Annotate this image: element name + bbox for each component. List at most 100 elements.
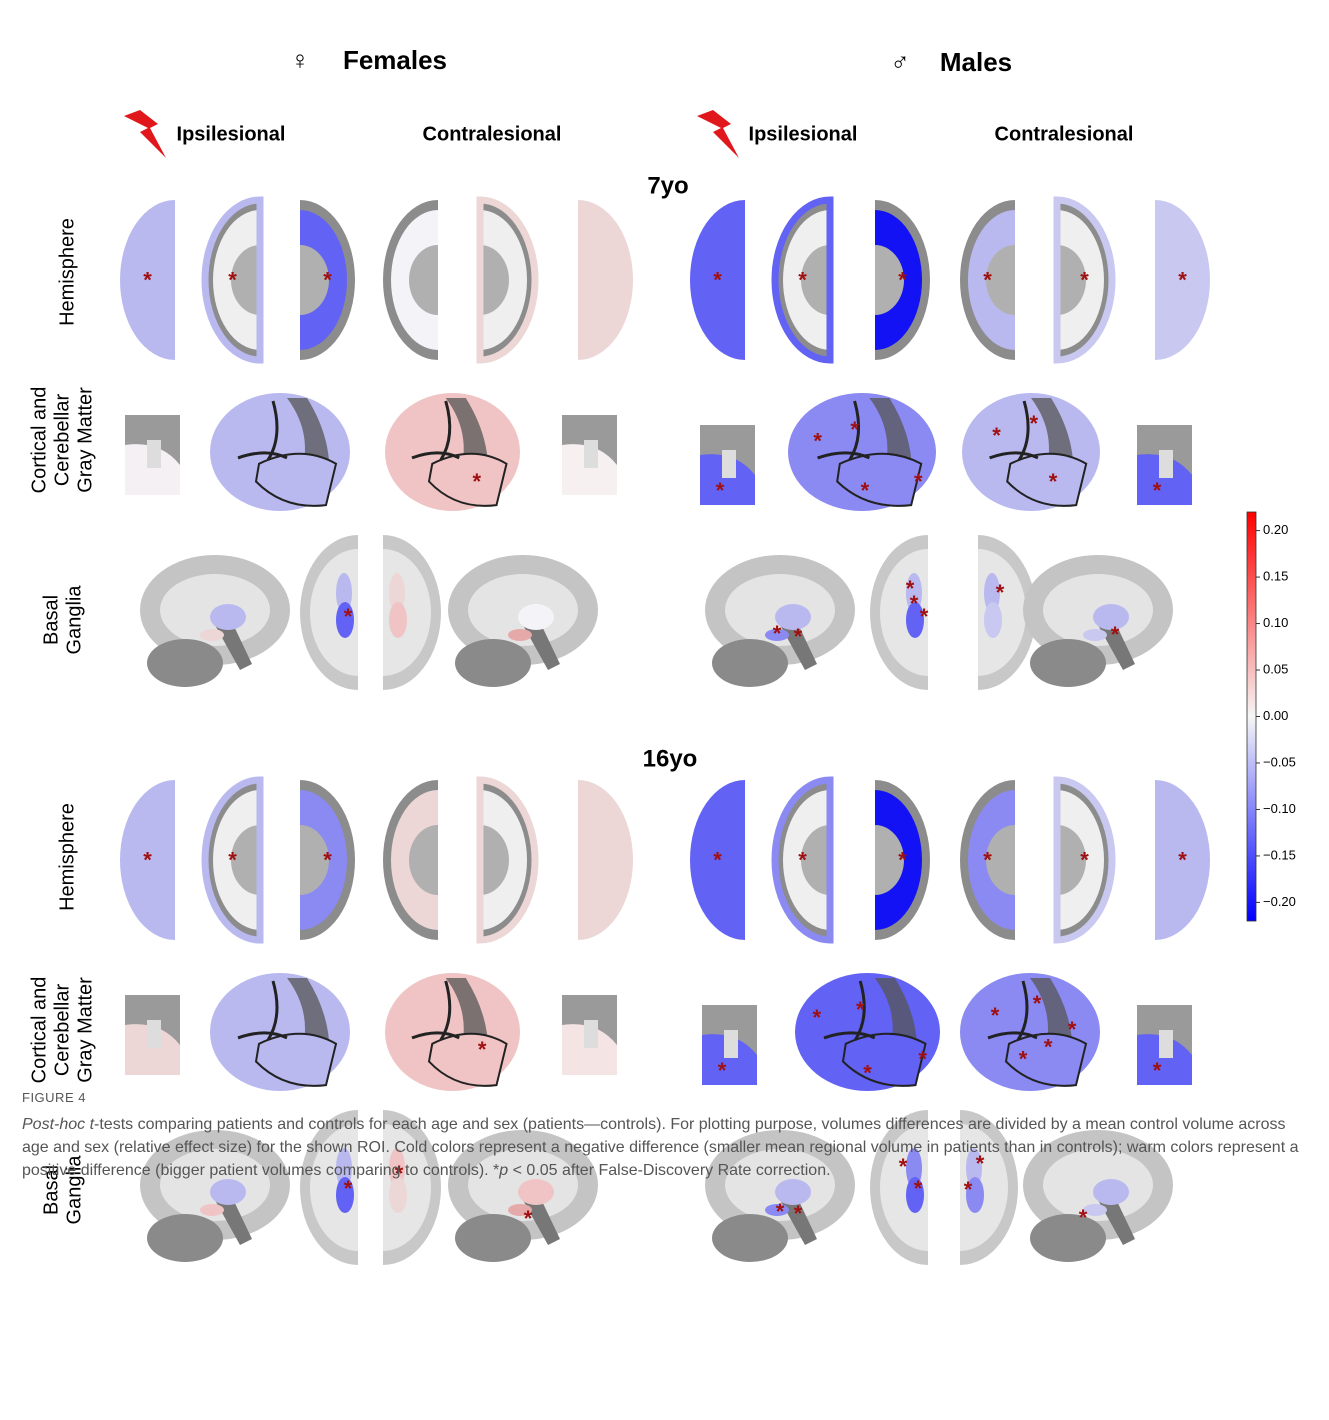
significance-marker: * bbox=[228, 268, 237, 293]
colorbar-tick-label: −0.15 bbox=[1263, 847, 1296, 862]
deep-structure bbox=[986, 825, 1015, 895]
putamen bbox=[389, 1177, 407, 1213]
sulcus bbox=[823, 980, 876, 1041]
significance-marker: * bbox=[1019, 1046, 1028, 1071]
sulcus bbox=[411, 400, 460, 461]
deep-structure bbox=[409, 245, 438, 315]
significance-marker: * bbox=[473, 469, 482, 494]
striatum bbox=[1083, 629, 1107, 641]
lesion-icon bbox=[124, 110, 166, 158]
temporal-lobe bbox=[836, 452, 923, 507]
significance-marker: * bbox=[143, 848, 152, 873]
significance-marker: * bbox=[918, 1046, 927, 1071]
deep-structure bbox=[801, 825, 830, 895]
significance-marker: * bbox=[716, 478, 725, 503]
deep-structure bbox=[801, 245, 830, 315]
row-label: Hemisphere bbox=[56, 803, 78, 911]
significance-marker: * bbox=[1079, 1205, 1088, 1230]
deep-structure bbox=[480, 825, 509, 895]
colorbar-tick-label: −0.20 bbox=[1263, 894, 1296, 909]
deep-structure bbox=[409, 825, 438, 895]
significance-marker: * bbox=[1080, 268, 1089, 293]
deep-structure bbox=[1057, 825, 1086, 895]
caudate bbox=[966, 1148, 982, 1188]
significance-marker: * bbox=[976, 1151, 985, 1176]
gray-matter bbox=[201, 776, 264, 944]
colorbar bbox=[1246, 511, 1257, 922]
significance-marker: * bbox=[812, 1005, 821, 1030]
putamen bbox=[336, 1177, 354, 1213]
cerebellum-region bbox=[702, 1034, 757, 1085]
striatum bbox=[200, 1204, 224, 1216]
significance-marker: * bbox=[863, 1061, 872, 1086]
colorbar-tick-label: 0.15 bbox=[1263, 569, 1288, 584]
significance-marker: * bbox=[713, 848, 722, 873]
brainstem bbox=[722, 450, 736, 478]
column-label: Contralesional bbox=[423, 123, 562, 145]
significance-marker: * bbox=[898, 268, 907, 293]
row-label: Gray Matter bbox=[74, 977, 96, 1083]
significance-marker: * bbox=[1029, 411, 1038, 436]
deep-structure bbox=[875, 245, 904, 315]
cerebellum-region bbox=[700, 454, 755, 505]
significance-marker: * bbox=[794, 1201, 803, 1226]
significance-marker: * bbox=[856, 997, 865, 1022]
cerebellum bbox=[1030, 639, 1106, 687]
row-label: Ganglia bbox=[63, 585, 85, 655]
brainstem bbox=[780, 1197, 817, 1245]
colorbar-tick-label: 0.20 bbox=[1263, 522, 1288, 537]
sulcus bbox=[237, 980, 288, 1041]
significance-marker: * bbox=[1068, 1017, 1077, 1042]
deep-structure bbox=[300, 245, 329, 315]
caudate bbox=[906, 573, 922, 613]
thalamus bbox=[210, 604, 246, 630]
brainstem bbox=[215, 622, 252, 670]
row-label: Cerebellar bbox=[51, 394, 73, 487]
significance-marker: * bbox=[1111, 622, 1120, 647]
thalamus bbox=[1093, 1179, 1129, 1205]
cerebellum-region bbox=[562, 1024, 617, 1075]
significance-marker: * bbox=[914, 469, 923, 494]
caudate bbox=[984, 573, 1000, 613]
cerebellum bbox=[455, 1214, 531, 1262]
gray-matter bbox=[201, 196, 264, 364]
significance-marker: * bbox=[228, 848, 237, 873]
brainstem bbox=[1098, 1197, 1135, 1245]
significance-marker: * bbox=[524, 1206, 533, 1231]
significance-marker: * bbox=[1044, 1035, 1053, 1060]
temporal-lobe bbox=[427, 1032, 508, 1087]
cerebellum-region bbox=[125, 444, 180, 495]
significance-marker: * bbox=[964, 1177, 973, 1202]
significance-marker: * bbox=[914, 1176, 923, 1201]
deep-structure bbox=[480, 245, 509, 315]
thalamus bbox=[775, 604, 811, 630]
putamen bbox=[336, 602, 354, 638]
cerebellum bbox=[1030, 1214, 1106, 1262]
brainstem bbox=[1159, 450, 1173, 478]
cerebellum-region bbox=[562, 444, 617, 495]
caudate bbox=[336, 1148, 352, 1188]
significance-marker: * bbox=[1153, 1058, 1162, 1083]
brain-slice bbox=[690, 780, 745, 940]
brain-slice bbox=[1155, 780, 1210, 940]
significance-marker: * bbox=[798, 848, 807, 873]
gray-matter bbox=[476, 776, 539, 944]
row-label: Basal bbox=[40, 1165, 62, 1215]
sulcus bbox=[817, 400, 871, 461]
temporal-lobe bbox=[1004, 1032, 1088, 1087]
sulcus bbox=[989, 400, 1039, 461]
thalamus bbox=[518, 604, 554, 630]
significance-marker: * bbox=[1080, 848, 1089, 873]
male-symbol: ♂ bbox=[890, 46, 910, 76]
putamen bbox=[389, 602, 407, 638]
deep-structure bbox=[231, 245, 260, 315]
age-label: 16yo bbox=[643, 745, 698, 772]
caption-text: Post-hoc t-tests comparing patients and … bbox=[22, 1113, 1312, 1182]
brainstem bbox=[147, 1020, 161, 1048]
temporal-lobe bbox=[841, 1032, 927, 1087]
cerebellum bbox=[455, 639, 531, 687]
significance-marker: * bbox=[991, 1003, 1000, 1028]
brainstem bbox=[523, 622, 560, 670]
significance-marker: * bbox=[323, 848, 332, 873]
